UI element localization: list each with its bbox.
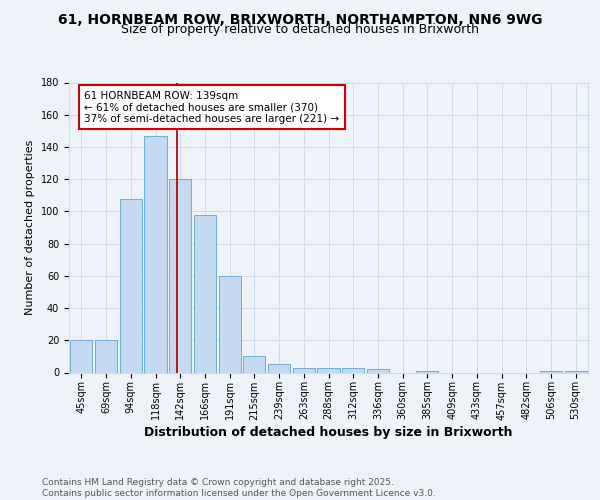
Bar [243,356,265,372]
Bar [416,371,439,372]
Bar [194,214,216,372]
Bar [367,370,389,372]
Bar [119,198,142,372]
Text: 61 HORNBEAM ROW: 139sqm
← 61% of detached houses are smaller (370)
37% of semi-d: 61 HORNBEAM ROW: 139sqm ← 61% of detache… [85,90,340,124]
Bar [342,368,364,372]
Bar [70,340,92,372]
Text: Contains HM Land Registry data © Crown copyright and database right 2025.
Contai: Contains HM Land Registry data © Crown c… [42,478,436,498]
Bar [218,276,241,372]
Bar [317,368,340,372]
Bar [565,371,587,372]
Bar [540,371,562,372]
Bar [145,136,167,372]
Text: 61, HORNBEAM ROW, BRIXWORTH, NORTHAMPTON, NN6 9WG: 61, HORNBEAM ROW, BRIXWORTH, NORTHAMPTON… [58,12,542,26]
Bar [169,179,191,372]
Bar [268,364,290,372]
Bar [293,368,315,372]
Bar [95,340,117,372]
X-axis label: Distribution of detached houses by size in Brixworth: Distribution of detached houses by size … [144,426,513,440]
Y-axis label: Number of detached properties: Number of detached properties [25,140,35,315]
Text: Size of property relative to detached houses in Brixworth: Size of property relative to detached ho… [121,22,479,36]
